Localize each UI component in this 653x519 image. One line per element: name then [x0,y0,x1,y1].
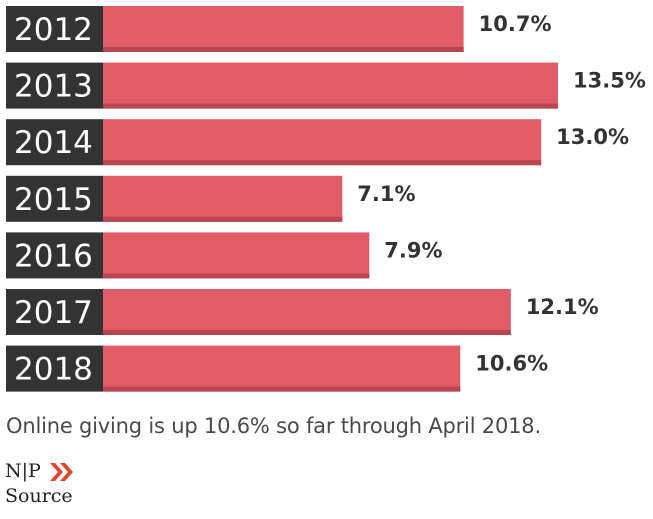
year-label-box [6,6,103,52]
bar-2014 [103,119,542,166]
online-giving-bar-chart: 2012 10.7% 2013 13.5% 2014 13.0% 2015 7.1% 2016 7… [6,6,646,392]
bar-shadow-2012 [103,47,464,52]
year-label-box [6,232,103,279]
year-tick-label: 2013 [14,69,93,105]
year-tick-label: 2016 [14,238,93,274]
data-label-2014: 13.0% [556,125,629,149]
year-label-box [6,175,103,222]
year-tick-label: 2015 [14,182,93,218]
bar-shadow-2017 [103,330,511,335]
bar-2017 [103,289,511,335]
year-tick-label: 2017 [14,295,93,331]
bar-shadow-2016 [103,273,370,279]
np-source-logo: N|P Source [5,460,85,516]
year-tick-label: 2014 [14,125,93,161]
bar-shadow-2014 [103,160,542,166]
bar-2018 [103,345,461,392]
double-chevron-right-icon [50,463,73,481]
bar-2016 [103,232,370,279]
year-label-box [6,62,103,109]
bar-2015 [103,175,343,222]
data-label-2018: 10.6% [475,352,548,376]
data-label-2013: 13.5% [573,69,646,93]
year-tick-label: 2012 [14,12,93,48]
bar-shadow-2015 [103,216,343,222]
year-tick-label: 2018 [14,352,93,388]
bar-shadow-2013 [103,103,558,109]
data-label-2015: 7.1% [357,182,415,206]
chart-caption: Online giving is up 10.6% so far through… [6,414,541,438]
logo-source-text: Source [5,485,73,507]
bar-shadow-2018 [103,386,461,392]
data-label-2012: 10.7% [479,12,552,36]
year-label-box [6,289,103,335]
logo-np-text: N|P [5,460,41,482]
year-label-box [6,345,103,392]
year-label-box [6,119,103,166]
data-label-2017: 12.1% [526,295,599,319]
bar-2013 [103,62,558,109]
bar-2012 [103,6,464,52]
data-label-2016: 7.9% [384,238,442,262]
